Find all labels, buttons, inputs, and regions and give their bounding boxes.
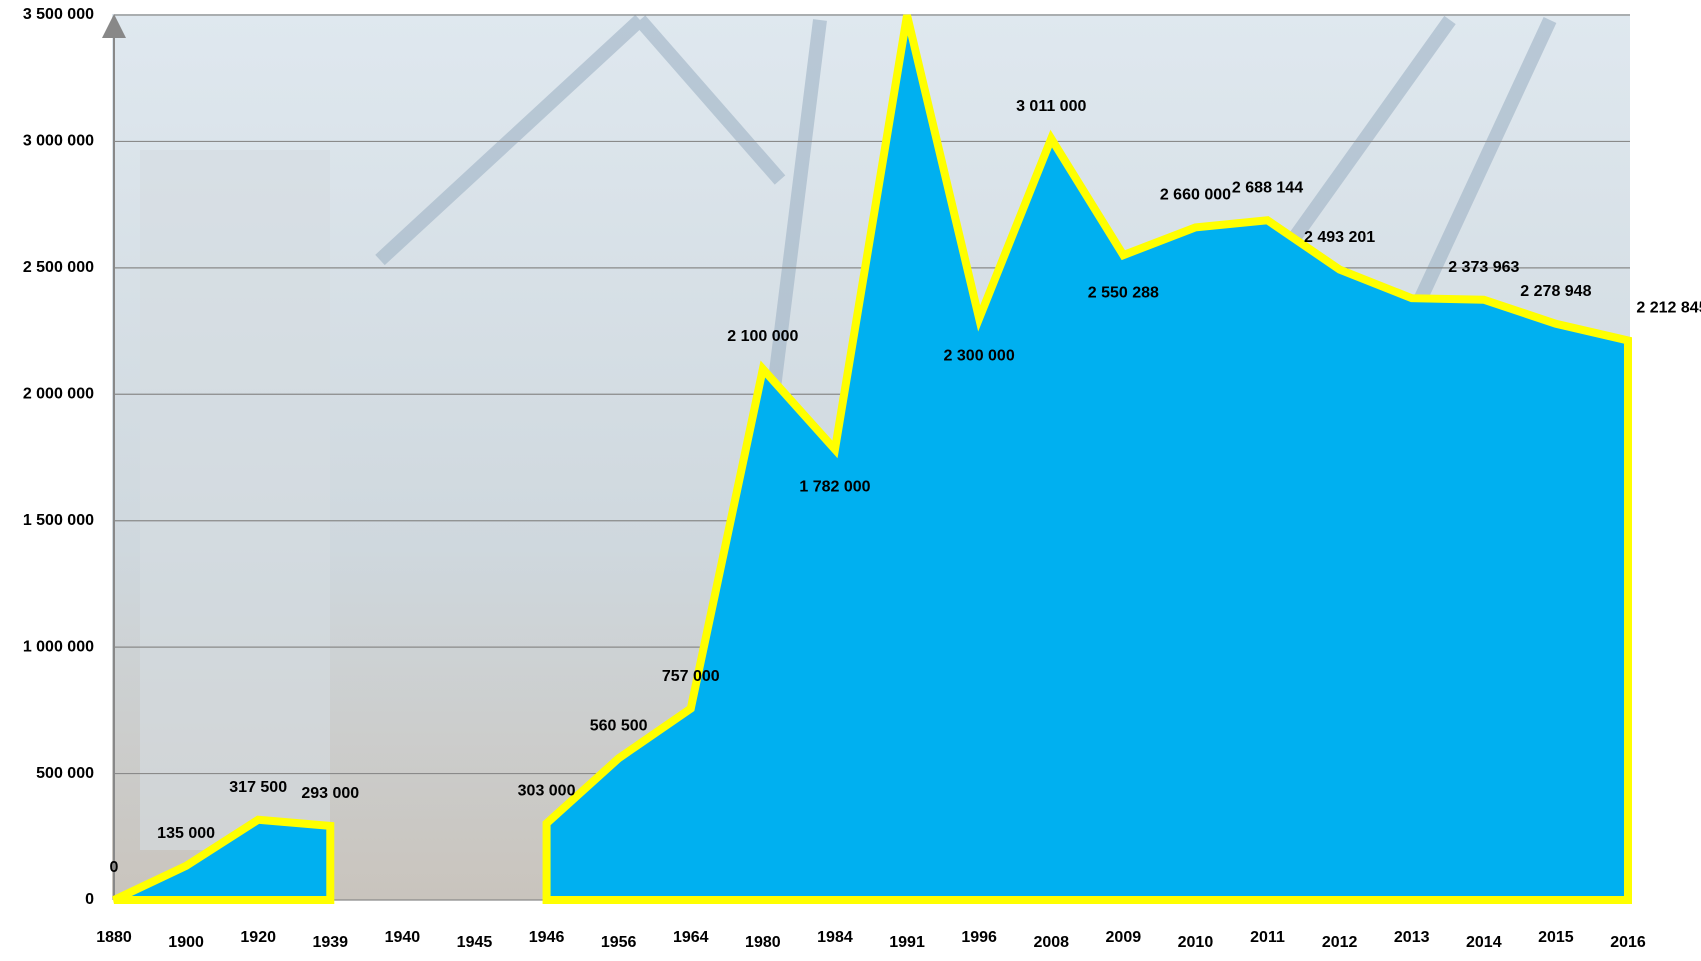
y-tick-label: 0	[85, 891, 94, 908]
x-tick-label: 2010	[1178, 934, 1214, 951]
value-label: 317 500	[229, 779, 287, 796]
value-label: 1 782 000	[799, 479, 870, 496]
value-label: 135 000	[157, 825, 215, 842]
y-tick-label: 1 500 000	[23, 512, 94, 529]
value-label: 293 000	[301, 785, 359, 802]
x-tick-label: 1880	[96, 929, 132, 946]
value-label: 303 000	[518, 783, 576, 800]
value-label: 2 550 288	[1088, 284, 1159, 301]
y-tick-label: 1 000 000	[23, 638, 94, 655]
y-tick-label: 3 000 000	[23, 133, 94, 150]
y-tick-label: 3 500 000	[23, 6, 94, 23]
x-tick-label: 2012	[1322, 934, 1358, 951]
x-tick-label: 1940	[385, 929, 421, 946]
x-tick-label: 1939	[312, 934, 348, 951]
x-tick-label: 2011	[1250, 929, 1285, 946]
y-tick-label: 2 500 000	[23, 259, 94, 276]
value-label: 2 100 000	[727, 328, 798, 345]
value-label: 2 300 000	[944, 348, 1015, 365]
x-tick-label: 2008	[1033, 934, 1069, 951]
x-tick-label: 2009	[1106, 929, 1142, 946]
x-tick-label: 2016	[1610, 934, 1646, 951]
x-tick-label: 1984	[817, 929, 853, 946]
x-tick-label: 1900	[168, 934, 204, 951]
x-tick-label: 1991	[889, 934, 925, 951]
y-tick-label: 500 000	[36, 765, 94, 782]
y-axis-arrow	[102, 14, 126, 38]
x-tick-label: 1964	[673, 929, 709, 946]
value-label: 2 373 963	[1448, 259, 1519, 276]
x-tick-label: 2014	[1466, 934, 1502, 951]
x-tick-label: 1946	[529, 929, 565, 946]
value-label: 2 688 144	[1232, 180, 1303, 197]
value-label: 3 011 000	[1016, 98, 1086, 115]
x-tick-label: 2015	[1538, 929, 1574, 946]
x-tick-label: 1920	[240, 929, 276, 946]
x-tick-label: 1956	[601, 934, 637, 951]
value-label: 0	[110, 859, 119, 876]
value-label: 757 000	[662, 668, 720, 685]
photo-silhouettes	[140, 14, 1557, 861]
x-tick-label: 1980	[745, 934, 781, 951]
value-label: 2 212 845	[1636, 300, 1701, 317]
value-label: 2 493 201	[1304, 229, 1375, 246]
x-tick-label: 1945	[457, 934, 493, 951]
x-tick-label: 2013	[1394, 929, 1430, 946]
area	[112, 14, 1632, 904]
y-tick-label: 2 000 000	[23, 386, 94, 403]
value-label: 2 278 948	[1520, 283, 1591, 300]
value-label: 560 500	[590, 717, 648, 734]
value-label: 2 660 000	[1160, 187, 1231, 204]
x-tick-label: 1996	[961, 929, 997, 946]
